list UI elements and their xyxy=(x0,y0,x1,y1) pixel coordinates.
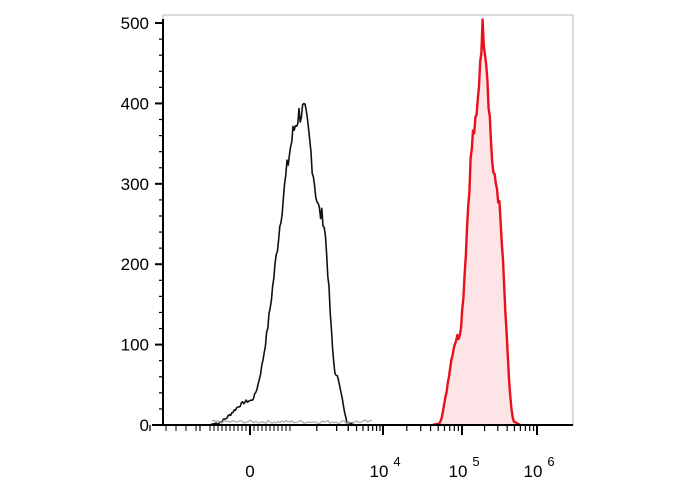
x-tick-label: 0 xyxy=(245,462,254,481)
x-tick-exponent: 5 xyxy=(472,454,479,469)
series-line-2 xyxy=(431,18,521,427)
series-layer xyxy=(208,18,521,427)
x-tick-exponent: 4 xyxy=(393,454,400,469)
y-tick-label: 200 xyxy=(121,255,149,274)
series-fill-2 xyxy=(432,19,521,426)
x-tick-label: 10 xyxy=(370,462,389,481)
y-tick-label: 400 xyxy=(121,94,149,113)
y-axis: 0 100 200 300 400 500 xyxy=(121,14,164,435)
baseline-noise-line xyxy=(211,419,373,425)
series-line-1 xyxy=(208,102,355,426)
x-tick-exponent: 6 xyxy=(547,454,554,469)
y-tick-label: 0 xyxy=(140,416,149,435)
y-tick-label: 500 xyxy=(121,14,149,33)
y-tick-label: 100 xyxy=(121,336,149,355)
y-tick-label: 300 xyxy=(121,175,149,194)
x-axis: 0 10 4 10 5 10 6 xyxy=(149,424,573,481)
x-tick-label: 10 xyxy=(449,462,468,481)
x-tick-label: 10 xyxy=(524,462,543,481)
